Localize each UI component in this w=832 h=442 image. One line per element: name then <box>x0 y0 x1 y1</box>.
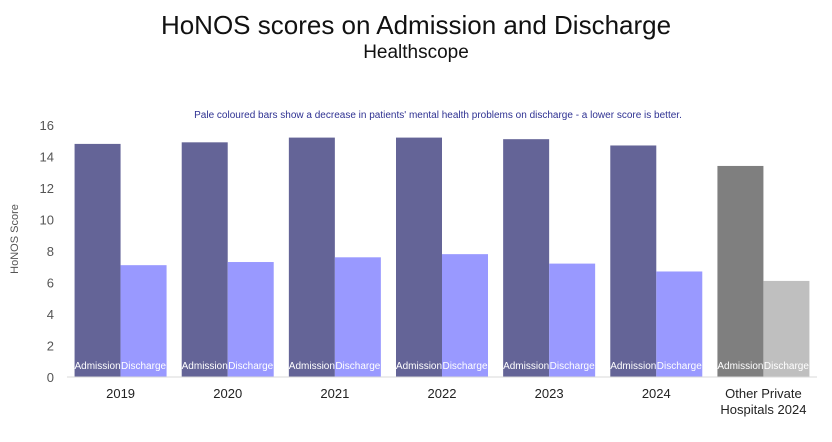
bar-series-label: Discharge <box>657 361 702 372</box>
x-tick-label: 2020 <box>213 386 242 401</box>
bar-series-label: Admission <box>717 361 763 372</box>
bar-admission <box>74 143 121 377</box>
x-tick-label: 2021 <box>320 386 349 401</box>
bar-admission <box>396 137 442 377</box>
bar-admission <box>610 145 657 377</box>
bar-discharge <box>442 254 488 377</box>
x-tick-label: 2022 <box>428 386 457 401</box>
x-tick-label: Hospitals 2024 <box>720 402 806 417</box>
bar-series-label: Admission <box>75 361 121 372</box>
x-axis: 2019 2020 2021 2022 2023 2024 Other PrivateHos… <box>67 376 817 417</box>
bar-series-label: Discharge <box>442 361 487 372</box>
bar-series-label: Admission <box>182 361 228 372</box>
bar-discharge <box>763 280 810 377</box>
y-tick-label: 0 <box>47 370 54 385</box>
bar-series-label: Admission <box>610 361 656 372</box>
y-tick-label: 10 <box>40 213 54 228</box>
y-tick-label: 2 <box>47 339 54 354</box>
y-tick-label: 6 <box>47 276 54 291</box>
bar-admission <box>288 137 335 377</box>
bar-series-label: Discharge <box>121 361 166 372</box>
bar-admission <box>717 165 764 377</box>
bars-group: Admission Discharge Admission Discharge Admi… <box>74 137 810 377</box>
bar-series-label: Admission <box>289 361 335 372</box>
y-tick-label: 16 <box>40 118 54 133</box>
bar-discharge <box>227 262 274 377</box>
bar-admission <box>181 142 228 377</box>
y-tick-label: 12 <box>40 181 54 196</box>
y-axis-label: HoNOS Score <box>9 204 21 274</box>
chart-title: HoNOS scores on Admission and Discharge <box>161 10 671 40</box>
bar-discharge <box>120 265 167 377</box>
bar-series-label: Discharge <box>335 361 380 372</box>
bar-discharge <box>334 257 381 377</box>
x-tick-label: 2024 <box>642 386 671 401</box>
bar-series-label: Admission <box>396 361 442 372</box>
bar-series-label: Admission <box>503 361 549 372</box>
bar-discharge <box>549 263 596 377</box>
chart-subtitle: Healthscope <box>363 42 469 63</box>
y-axis: 0 2 4 6 8 10 12 14 16 <box>40 118 54 385</box>
x-tick-label: 2019 <box>106 386 135 401</box>
bar-admission <box>503 139 550 377</box>
x-tick-label: 2023 <box>535 386 564 401</box>
x-tick-label: Other Private <box>725 386 802 401</box>
bar-series-label: Discharge <box>764 361 809 372</box>
y-tick-label: 4 <box>47 307 54 322</box>
bar-discharge <box>656 271 703 377</box>
y-tick-label: 8 <box>47 244 54 259</box>
bar-series-label: Discharge <box>550 361 595 372</box>
bar-series-label: Discharge <box>228 361 273 372</box>
y-tick-label: 14 <box>40 150 54 165</box>
chart-annotation: Pale coloured bars show a decrease in pa… <box>194 110 682 121</box>
